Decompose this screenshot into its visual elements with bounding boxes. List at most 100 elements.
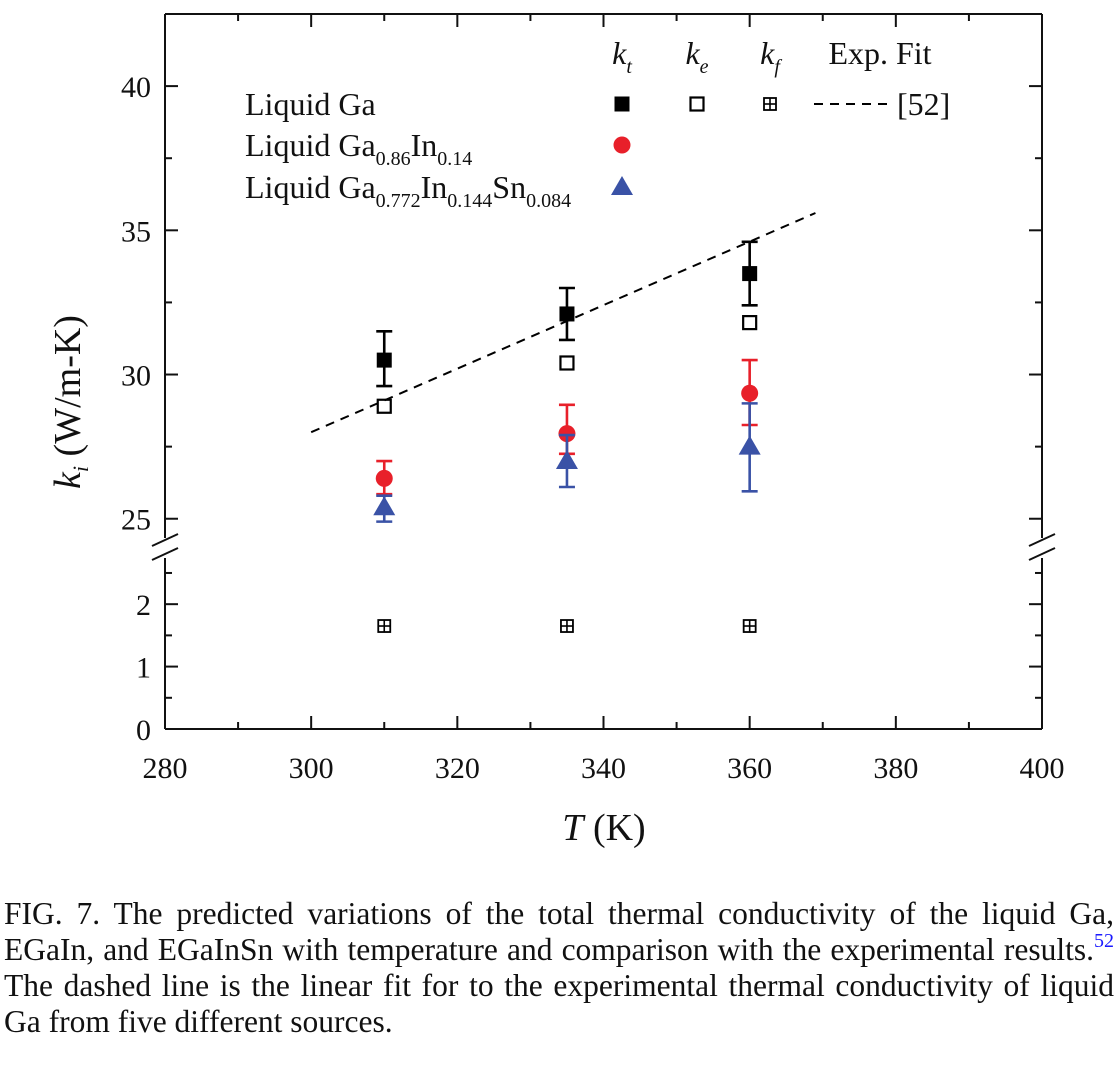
- axis-break-slash: [1028, 533, 1056, 547]
- plot-area: [310, 212, 816, 633]
- axis-break-left: [149, 533, 181, 561]
- marker-open-square: [689, 96, 705, 112]
- marker-circle: [741, 384, 759, 402]
- triangle-mark: [611, 176, 633, 195]
- y-tick-label-lower: 1: [136, 652, 151, 685]
- filled-square-mark: [742, 266, 758, 282]
- x-axis-variable: T: [562, 807, 586, 849]
- marker-triangle: [738, 435, 761, 455]
- axis-break-slash: [151, 533, 179, 547]
- triangle-mark: [373, 496, 396, 516]
- marker-triangle: [611, 176, 633, 195]
- y-tick-label-lower: 2: [136, 589, 151, 622]
- series: [310, 212, 816, 434]
- legend-column-header: Exp. Fit: [828, 35, 931, 71]
- marker-crossed-square: [742, 619, 757, 633]
- legend-header-subscript: e: [700, 56, 709, 78]
- legend-label-subscript: 0.144: [447, 190, 492, 212]
- open-square-mark: [689, 96, 705, 112]
- circle-mark: [741, 384, 759, 402]
- marker-open-square: [376, 398, 392, 414]
- marker-circle: [558, 425, 576, 443]
- series: [377, 619, 757, 633]
- axis-break-slash: [151, 547, 179, 561]
- marker-triangle: [373, 496, 396, 516]
- caption-reference[interactable]: 52: [1094, 930, 1114, 952]
- legend-label-text: Liquid Ga: [245, 169, 376, 205]
- axis-break-slash: [1028, 547, 1056, 561]
- triangle-mark: [555, 450, 578, 470]
- marker-circle: [375, 469, 393, 487]
- legend-label-text: Liquid Ga: [245, 127, 376, 163]
- y-tick-label-upper: 35: [121, 215, 151, 248]
- marker-filled-square: [559, 306, 575, 322]
- y-tick-label-lower: 0: [136, 714, 151, 747]
- series: [376, 240, 758, 388]
- y-axis-unit: (W/m-K): [47, 315, 89, 466]
- legend-label-text: Liquid Ga: [245, 86, 376, 122]
- marker-triangle: [555, 450, 578, 470]
- open-square-mark: [376, 398, 392, 414]
- legend-header-subscript: f: [774, 56, 782, 78]
- series: [376, 315, 758, 414]
- open-square-mark: [559, 355, 575, 371]
- x-axis-unit: (K): [583, 807, 645, 849]
- circle-mark: [375, 469, 393, 487]
- legend-row-label: Liquid Ga: [245, 86, 376, 122]
- filled-square-mark: [614, 96, 630, 112]
- y-axis-subscript: i: [68, 466, 93, 472]
- marker-open-square: [559, 355, 575, 371]
- circle-mark: [613, 136, 631, 154]
- series: [373, 402, 761, 523]
- exp-fit-line: [310, 212, 816, 434]
- legend-row-label: Liquid Ga0.772In0.144Sn0.084: [245, 169, 571, 212]
- axis-break-right: [1026, 533, 1058, 561]
- x-axis-label: T (K): [562, 807, 645, 849]
- x-tick-label: 340: [581, 752, 626, 785]
- caption-text: FIG. 7. The predicted variations of the …: [4, 896, 1114, 967]
- legend-column-header: kf: [760, 35, 782, 78]
- open-square-mark: [742, 315, 758, 331]
- marker-filled-square: [376, 352, 392, 368]
- x-tick-label: 300: [289, 752, 334, 785]
- x-tick-label: 320: [435, 752, 480, 785]
- legend-column-header: kt: [612, 35, 632, 78]
- filled-square-mark: [376, 352, 392, 368]
- marker-filled-square: [614, 96, 630, 112]
- y-axis-label: ki (W/m-K): [47, 315, 93, 489]
- marker-crossed-square: [377, 619, 392, 633]
- circle-mark: [558, 425, 576, 443]
- legend-label-text: Sn: [492, 169, 526, 205]
- legend-label-subscript: 0.14: [437, 148, 472, 170]
- marker-filled-square: [742, 266, 758, 282]
- y-tick-label-upper: 40: [121, 71, 151, 104]
- y-axis-variable: k: [47, 471, 89, 489]
- legend-header-variable: k: [685, 35, 700, 71]
- triangle-mark: [738, 435, 761, 455]
- x-tick-label: 360: [727, 752, 772, 785]
- y-tick-label-upper: 30: [121, 360, 151, 393]
- tick-marks: [164, 14, 1043, 730]
- x-tick-label: 280: [143, 752, 188, 785]
- legend-column-header: ke: [685, 35, 708, 78]
- marker-open-square: [742, 315, 758, 331]
- legend-header-variable: k: [612, 35, 627, 71]
- filled-square-mark: [559, 306, 575, 322]
- legend-header-subscript: t: [626, 56, 632, 78]
- legend-label-subscript: 0.86: [376, 148, 411, 170]
- marker-crossed-square: [763, 97, 777, 111]
- y-tick-label-upper: 25: [121, 504, 151, 537]
- legend-label-text: In: [421, 169, 448, 205]
- marker-circle: [613, 136, 631, 154]
- legend-label-subscript: 0.084: [526, 190, 571, 212]
- legend-exp-fit-ref: [52]: [897, 86, 950, 122]
- x-tick-label: 380: [873, 752, 918, 785]
- legend-label-text: In: [411, 127, 438, 163]
- marker-crossed-square: [560, 619, 574, 633]
- caption-text-continued: The dashed line is the linear fit for to…: [4, 968, 1114, 1039]
- x-tick-label: 400: [1020, 752, 1065, 785]
- legend-header-variable: k: [760, 35, 775, 71]
- figure-caption: FIG. 7. The predicted variations of the …: [4, 896, 1114, 1040]
